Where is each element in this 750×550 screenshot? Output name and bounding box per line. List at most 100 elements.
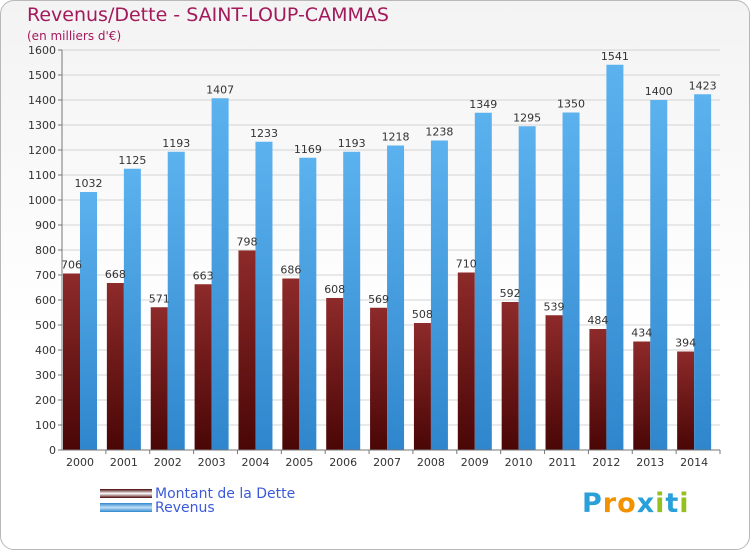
bar-debt [194,284,212,450]
x-tick-label: 2001 [110,456,138,469]
x-tick-label: 2002 [154,456,182,469]
data-label-revenus: 1032 [75,177,103,190]
data-label-revenus: 1193 [338,137,366,150]
x-tick-label: 2009 [461,456,489,469]
data-label-debt: 394 [675,337,696,350]
y-tick-label: 1200 [28,144,56,157]
data-label-debt: 668 [105,268,126,281]
data-label-debt: 434 [631,327,652,340]
data-label-debt: 710 [456,258,477,271]
bar-revenus [343,151,361,450]
bar-revenus [211,98,229,450]
x-tick-label: 2010 [505,456,533,469]
y-tick-label: 900 [35,219,56,232]
bar-revenus [650,100,668,450]
x-tick-label: 2011 [549,456,577,469]
y-tick-label: 100 [35,419,56,432]
x-tick-label: 2014 [680,456,708,469]
bar-debt [501,302,519,450]
bar-debt [106,283,124,450]
data-label-revenus: 1169 [294,143,322,156]
bar-revenus [255,141,273,450]
data-label-debt: 663 [193,269,214,282]
y-tick-label: 200 [35,394,56,407]
bar-debt [370,307,388,450]
data-label-revenus: 1193 [162,137,190,150]
chart-title: Revenus/Dette - SAINT-LOUP-CAMMAS [27,4,389,26]
data-label-revenus: 1423 [689,79,717,92]
bar-debt [589,329,607,450]
logo-letter: i [655,488,666,519]
x-tick-label: 2013 [636,456,664,469]
bar-debt [457,272,475,450]
chart-subtitle: (en milliers d'€) [27,29,122,43]
bar-debt [413,323,431,450]
data-label-debt: 571 [149,292,170,305]
y-tick-label: 400 [35,344,56,357]
data-label-revenus: 1541 [601,50,629,63]
bar-revenus [167,151,185,450]
data-label-revenus: 1218 [382,131,410,144]
data-label-debt: 569 [368,293,389,306]
y-tick-label: 300 [35,369,56,382]
data-label-debt: 484 [587,314,608,327]
data-label-revenus: 1233 [250,127,278,140]
data-label-debt: 608 [324,283,345,296]
bar-revenus [80,192,97,450]
data-label-revenus: 1350 [557,98,585,111]
data-label-debt: 686 [280,264,301,277]
x-tick-label: 2000 [66,456,94,469]
data-label-debt: 508 [412,308,433,321]
bar-revenus [387,145,405,450]
legend-swatch-debt [100,489,152,498]
y-tick-label: 1000 [28,194,56,207]
bar-debt [326,298,344,450]
y-tick-label: 1100 [28,169,56,182]
y-tick-label: 700 [35,269,56,282]
x-tick-label: 2006 [329,456,357,469]
bar-revenus [123,168,141,450]
data-label-revenus: 1407 [206,83,234,96]
y-tick-label: 1300 [28,119,56,132]
bar-revenus [299,157,317,450]
x-tick-label: 2004 [241,456,269,469]
bar-revenus [474,112,492,450]
bar-revenus [562,112,580,450]
x-tick-label: 2005 [285,456,313,469]
logo-letter: i [679,488,690,519]
y-tick-label: 1400 [28,94,56,107]
bar-revenus [694,94,712,450]
x-tick-label: 2008 [417,456,445,469]
data-label-revenus: 1349 [469,98,497,111]
x-tick-label: 2007 [373,456,401,469]
data-label-revenus: 1295 [513,111,541,124]
bar-revenus [518,126,536,450]
bar-revenus [430,140,448,450]
logo-letter: r [602,488,618,519]
bar-revenus [606,64,624,450]
bar-debt [150,307,168,450]
logo-letter: P [582,488,603,519]
logo-letter: x [636,488,656,519]
data-label-debt: 539 [544,300,565,313]
proxiti-logo: Proxiti [582,488,690,519]
data-label-revenus: 1400 [645,85,673,98]
legend-label-debt: Montant de la Dette [155,486,296,502]
bar-debt [633,341,651,450]
logo-letter: o [617,488,637,519]
bar-debt [545,315,563,450]
data-label-debt: 706 [61,259,82,272]
y-tick-label: 600 [35,294,56,307]
y-tick-label: 800 [35,244,56,257]
legend-label-revenus: Revenus [155,500,215,516]
data-label-debt: 798 [236,236,257,249]
data-label-revenus: 1125 [118,154,146,167]
data-label-debt: 592 [500,287,521,300]
bar-debt [238,250,256,450]
x-tick-label: 2012 [592,456,620,469]
bar-debt [677,351,695,450]
legend-swatch-revenus [100,503,152,512]
bar-debt [63,273,80,450]
y-tick-label: 500 [35,319,56,332]
